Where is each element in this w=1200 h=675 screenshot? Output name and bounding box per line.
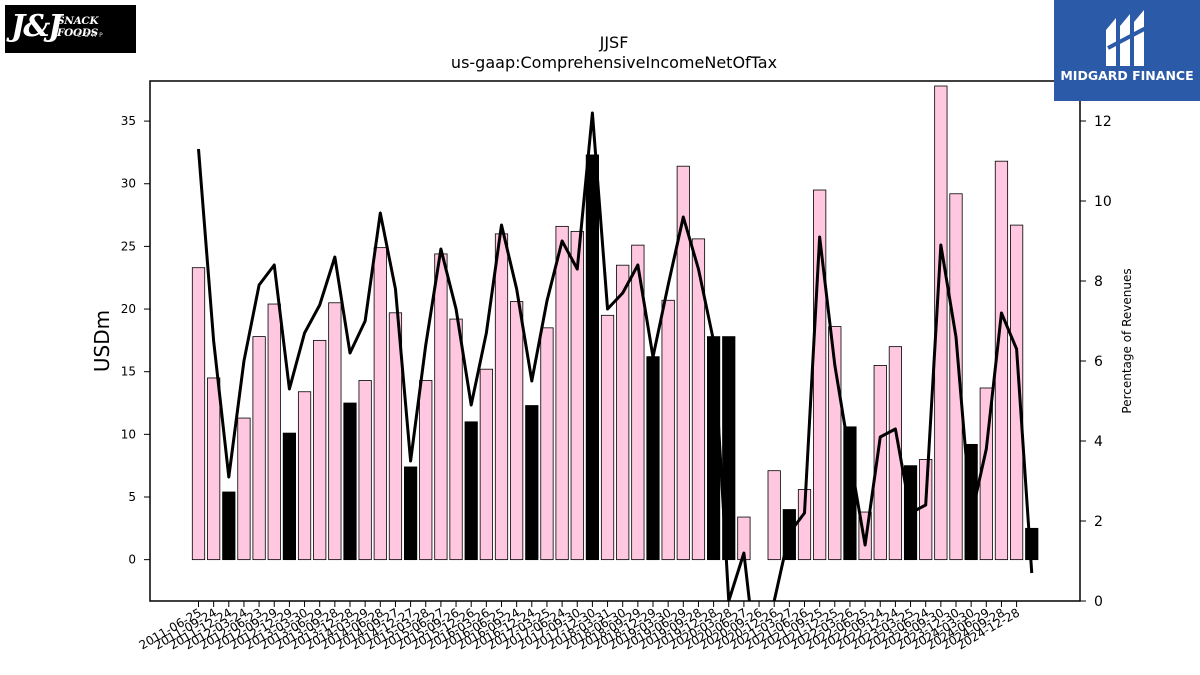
bar-2012-12-29 (282, 432, 297, 561)
bar-2012-06-23 (252, 336, 266, 561)
logo-word: MIDGARD FINANCE (1060, 68, 1194, 83)
y2-tick-label: 12 (1094, 114, 1112, 130)
bar-2017-12-30 (585, 154, 600, 561)
line-layer (197, 111, 1034, 601)
y2-tick-label: 4 (1094, 434, 1103, 450)
y-axis-label: USDm (90, 310, 114, 372)
bar-2016-03-26 (479, 368, 493, 561)
bar-2020-03-28 (722, 336, 736, 561)
y-tick-label: 15 (121, 365, 136, 379)
y-tick-label: 35 (121, 114, 136, 128)
bar-2022-03-26 (843, 426, 857, 561)
y2-tick-label: 8 (1094, 274, 1103, 290)
bars-layer (191, 85, 1039, 561)
bar-2015-06-27 (434, 253, 448, 561)
plot-frame (149, 80, 1081, 602)
bar-2018-12-29 (646, 356, 660, 561)
y2-tick-label: 6 (1094, 354, 1103, 370)
midgard-finance-logo: MIDGARD FINANCE (1054, 0, 1200, 101)
bar-2016-06-25 (494, 233, 509, 561)
jj-snack-foods-logo: J&J SNACK FOODS CORP (5, 5, 136, 53)
percent-of-revenues-line (197, 111, 1034, 601)
chart-title: JJSF (599, 33, 629, 52)
bar-2011-06-25 (191, 267, 206, 561)
y2-tick-label: 10 (1094, 194, 1112, 210)
bar-2018-06-30 (616, 264, 630, 561)
bar-2015-09-26 (449, 318, 463, 561)
bar-2013-06-29 (313, 339, 327, 561)
bar-2018-03-31 (600, 314, 615, 561)
logo-mark: J&J (11, 9, 63, 44)
bar-2012-09-29 (267, 303, 281, 561)
bar-2012-03-24 (237, 417, 251, 561)
bar-2014-09-27 (388, 312, 403, 561)
midgard-emblem-icon (1106, 10, 1147, 66)
y2-tick-label: 0 (1094, 594, 1103, 610)
bar-2023-09-30 (934, 85, 948, 561)
y-tick-label: 5 (128, 490, 136, 504)
y2-axis-label: Percentage of Revenues (1120, 268, 1134, 413)
bar-2013-12-28 (343, 402, 357, 561)
bar-2020-12-26 (767, 470, 781, 561)
bar-2013-09-28 (328, 302, 342, 561)
chart-subtitle: us-gaap:ComprehensiveIncomeNetOfTax (451, 53, 777, 72)
y-tick-label: 30 (121, 177, 136, 191)
bar-2019-09-28 (691, 238, 706, 561)
bar-2017-09-30 (570, 230, 584, 561)
bar-2011-09-24 (207, 377, 221, 561)
y-tick-label: 25 (121, 239, 136, 253)
bar-2015-03-28 (419, 380, 433, 561)
logo-sub: CORP (77, 32, 106, 39)
bar-2024-12-28 (1010, 224, 1024, 561)
bar-2023-12-30 (949, 193, 963, 561)
bar-2019-06-29 (676, 165, 690, 561)
bar-2014-03-29 (358, 380, 372, 561)
bar-2017-06-24 (555, 225, 569, 561)
y-tick-label: 20 (121, 302, 136, 316)
y-tick-label: 0 (128, 553, 136, 567)
bar-2011-12-24 (222, 491, 236, 561)
bar-2015-12-26 (464, 421, 478, 561)
bar-2016-12-24 (525, 405, 539, 561)
logo-word: SNACK FOODS (57, 15, 99, 39)
y2-tick-label: 2 (1094, 514, 1103, 530)
bar-2014-12-27 (403, 466, 418, 561)
bar-2017-03-25 (540, 327, 554, 561)
bar-2019-12-28 (707, 336, 721, 561)
bar-2022-12-24 (888, 346, 903, 561)
bar-2018-09-29 (631, 244, 645, 561)
bar-2022-09-24 (873, 365, 887, 561)
bar-2023-06-24 (919, 459, 933, 561)
bar-2016-09-24 (510, 301, 524, 561)
axes-layer: 051015202530350246810122011-06-252011-09… (121, 80, 1112, 652)
bar-2019-03-30 (661, 299, 675, 561)
y-tick-label: 10 (121, 427, 136, 441)
bar-2013-03-30 (297, 391, 312, 561)
bar-2014-06-28 (373, 247, 387, 561)
